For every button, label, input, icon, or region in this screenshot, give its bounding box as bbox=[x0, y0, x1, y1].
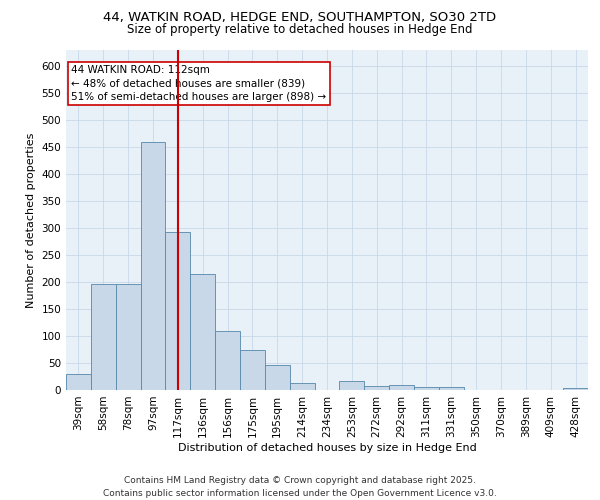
Bar bbox=[290, 383, 314, 390]
Bar bbox=[140, 142, 166, 390]
Text: 44, WATKIN ROAD, HEDGE END, SOUTHAMPTON, SO30 2TD: 44, WATKIN ROAD, HEDGE END, SOUTHAMPTON,… bbox=[103, 11, 497, 24]
Bar bbox=[439, 388, 464, 390]
Bar bbox=[340, 381, 364, 390]
Bar bbox=[265, 364, 290, 390]
Text: 44 WATKIN ROAD: 112sqm
← 48% of detached houses are smaller (839)
51% of semi-de: 44 WATKIN ROAD: 112sqm ← 48% of detached… bbox=[71, 66, 326, 102]
Bar bbox=[215, 330, 240, 390]
Text: Contains HM Land Registry data © Crown copyright and database right 2025.
Contai: Contains HM Land Registry data © Crown c… bbox=[103, 476, 497, 498]
Bar bbox=[364, 386, 389, 390]
Bar bbox=[116, 284, 140, 390]
Bar bbox=[414, 388, 439, 390]
Bar bbox=[166, 232, 190, 390]
X-axis label: Distribution of detached houses by size in Hedge End: Distribution of detached houses by size … bbox=[178, 442, 476, 452]
Bar bbox=[389, 384, 414, 390]
Bar bbox=[563, 388, 588, 390]
Bar bbox=[190, 274, 215, 390]
Text: Size of property relative to detached houses in Hedge End: Size of property relative to detached ho… bbox=[127, 22, 473, 36]
Bar bbox=[66, 374, 91, 390]
Y-axis label: Number of detached properties: Number of detached properties bbox=[26, 132, 36, 308]
Bar bbox=[91, 284, 116, 390]
Bar bbox=[240, 350, 265, 390]
